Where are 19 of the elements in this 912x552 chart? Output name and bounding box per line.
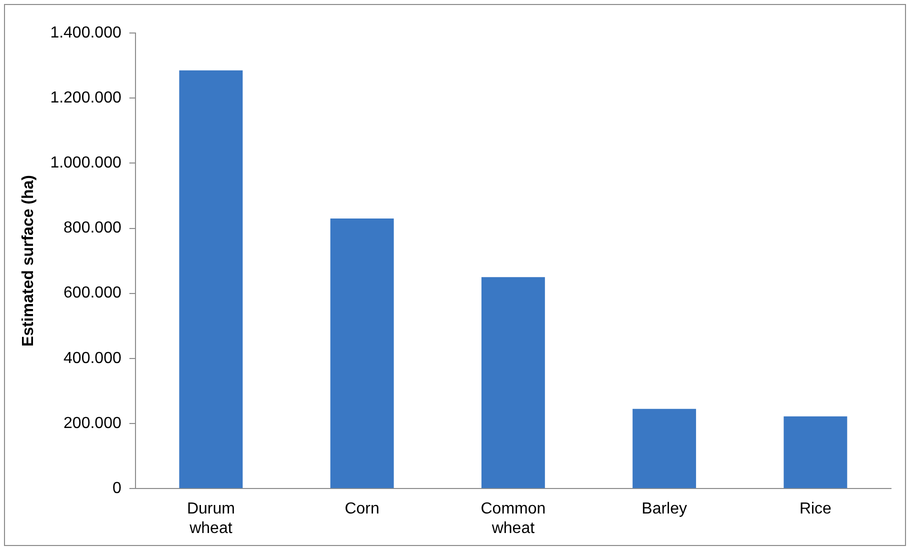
x-tick-label: Rice (799, 500, 832, 518)
y-tick-label: 0 (112, 480, 122, 498)
bar (632, 408, 696, 488)
y-tick-label: 1.200.000 (50, 89, 122, 106)
y-tick-label: 400.000 (64, 350, 122, 367)
bar (784, 416, 848, 488)
x-tick-label: Corn (344, 500, 380, 518)
x-tick-label: Common wheat (480, 500, 546, 537)
y-tick-label: 1.400.000 (50, 24, 122, 42)
y-axis-title: Estimated surface (ha) (20, 174, 38, 347)
x-tick-label: Barley (642, 500, 687, 518)
y-tick-label: 800.000 (64, 220, 122, 237)
bar (179, 70, 243, 488)
y-tick-label: 200.000 (64, 414, 122, 432)
bar (330, 218, 394, 488)
y-tick-label: 600.000 (64, 284, 122, 302)
y-tick-label: 1.000.000 (50, 154, 122, 172)
bar (481, 277, 545, 488)
x-tick-label: Durum wheat (186, 500, 235, 537)
